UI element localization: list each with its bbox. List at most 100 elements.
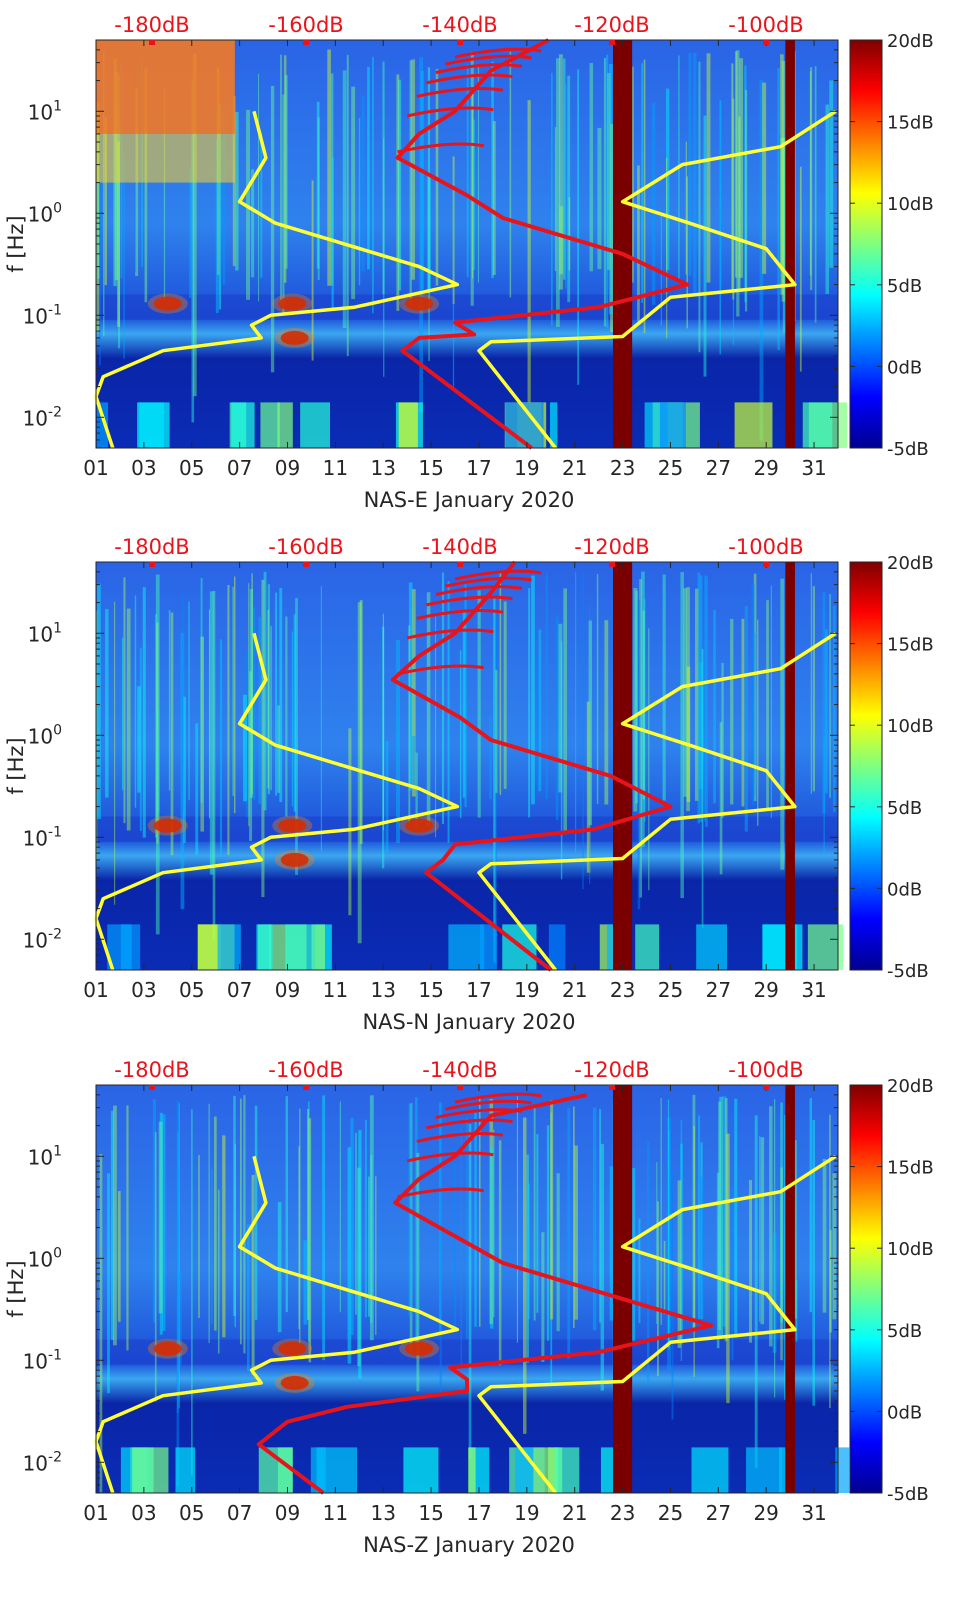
- heatmap-streak: [155, 574, 160, 935]
- heatmap-streak: [603, 58, 607, 327]
- x-tick-label: 07: [227, 456, 252, 480]
- heatmap-streak: [799, 166, 802, 372]
- panel-nas-n: 01 03 05 07 09 11 13 15 17 19 21 23 25 27 29 31 NAS-N Ja…: [4, 535, 934, 1034]
- heatmap-streak: [766, 600, 769, 811]
- heatmap-streak: [311, 180, 314, 361]
- heatmap-block: [137, 402, 170, 448]
- red-curve-hook: [435, 63, 523, 74]
- heatmap-streak: [494, 596, 497, 965]
- x-tick-label: 07: [227, 1501, 252, 1525]
- heatmap-streak: [468, 1123, 472, 1459]
- x-tick-label: 29: [753, 456, 778, 480]
- top-db-label: -180dB: [114, 1058, 189, 1082]
- spectrogram-heatmap-e: [96, 40, 847, 448]
- heatmap-hotspot-halo: [274, 1372, 315, 1393]
- x-tick-label: 17: [466, 978, 491, 1002]
- heatmap-streak: [695, 588, 699, 801]
- panel-nas-z: 01 03 05 07 09 11 13 15 17 19 21 23 25 27 29 31 NAS-Z Ja…: [4, 1058, 934, 1557]
- red-curve-hook: [416, 1131, 504, 1143]
- x-tick-label: 03: [131, 978, 156, 1002]
- heatmap-hotspot: [280, 852, 309, 867]
- heatmap-streak: [279, 588, 283, 803]
- heatmap-streak: [217, 1189, 220, 1354]
- heatmap-streak: [330, 73, 334, 286]
- yellow-curve-right: [477, 631, 837, 972]
- top-db-label: -100dB: [728, 535, 803, 559]
- heatmap-streak: [719, 722, 723, 875]
- heatmap-streak: [438, 1102, 442, 1334]
- heatmap-streak: [522, 1117, 527, 1434]
- heatmap-background: [96, 562, 838, 970]
- heatmap-streak: [648, 628, 650, 891]
- heatmap-streak: [428, 67, 430, 362]
- heatmap-block: [734, 402, 773, 448]
- heatmap-streak: [107, 1173, 110, 1394]
- x-axis-label: NAS-N January 2020: [362, 1010, 575, 1034]
- heatmap-hotspot: [153, 1341, 182, 1356]
- heatmap-streak: [307, 1109, 310, 1320]
- red-curve-hook: [454, 47, 542, 59]
- heatmap-streak: [663, 1240, 666, 1315]
- heatmap-streak: [536, 656, 540, 795]
- top-db-label: -160dB: [268, 13, 343, 37]
- heatmap-streak: [558, 54, 563, 290]
- x-tick-label: 23: [610, 456, 635, 480]
- red-curve-hook: [454, 569, 542, 581]
- y-tick-label: 101: [28, 620, 62, 646]
- x-tick-label: 01: [83, 1501, 108, 1525]
- x-tick-label: 11: [323, 1501, 348, 1525]
- heatmap-streak: [144, 68, 148, 303]
- heatmap-streak: [700, 1142, 703, 1320]
- heatmap-band: [96, 816, 838, 842]
- y-axis-label: f [Hz]: [4, 737, 28, 794]
- heatmap-streak: [769, 1106, 773, 1347]
- heatmap-streak: [263, 571, 267, 811]
- yellow-curve-left: [94, 110, 460, 449]
- top-db-tick: [303, 1085, 309, 1090]
- heatmap-streak: [154, 1132, 157, 1402]
- heatmap-streak: [678, 55, 680, 283]
- x-tick-label: 11: [323, 456, 348, 480]
- heatmap-streak: [134, 595, 137, 808]
- colorbar-tick-label: 15dB: [887, 113, 934, 134]
- heatmap-streak: [396, 74, 400, 311]
- heatmap-streak: [732, 63, 735, 345]
- heatmap-streak: [489, 1099, 494, 1325]
- top-db-label: -100dB: [728, 1058, 803, 1082]
- top-db-tick: [457, 562, 463, 567]
- heatmap-streak: [575, 572, 577, 853]
- heatmap-streak: [609, 1166, 613, 1321]
- x-tick-label: 17: [466, 1501, 491, 1525]
- heatmap-hotspot-halo: [399, 815, 440, 836]
- heatmap-streak: [829, 1230, 832, 1333]
- x-tick-label: 15: [418, 978, 443, 1002]
- x-tick-label: 01: [83, 978, 108, 1002]
- heatmap-block: [285, 924, 315, 970]
- heatmap-streak: [248, 583, 250, 827]
- colorbar-tick-label: 15dB: [887, 1158, 934, 1179]
- heatmap-streak: [365, 1119, 367, 1318]
- heatmap-block: [132, 1447, 169, 1493]
- heatmap-streak: [454, 1164, 456, 1327]
- heatmap-streak: [308, 1101, 310, 1343]
- heatmap-hotspot-halo: [147, 293, 188, 314]
- heatmap-streak: [538, 629, 542, 792]
- heatmap-streak: [123, 577, 126, 824]
- data-gap-column: [613, 562, 633, 970]
- heatmap-streak: [541, 1232, 545, 1362]
- heatmap-streak: [459, 650, 462, 819]
- heatmap-streak: [536, 1134, 539, 1313]
- heatmap-streak: [369, 1095, 374, 1341]
- heatmap-hotspot: [405, 1341, 434, 1356]
- top-db-label: -160dB: [268, 1058, 343, 1082]
- red-curve-hook: [406, 1151, 494, 1163]
- top-db-label: -120dB: [574, 535, 649, 559]
- x-tick-label: 17: [466, 456, 491, 480]
- heatmap-block: [107, 924, 141, 970]
- red-curve-hook: [416, 608, 504, 620]
- heatmap-streak: [832, 1173, 837, 1320]
- heatmap-streak: [606, 73, 611, 270]
- heatmap-streak: [291, 631, 294, 807]
- heatmap-streak: [565, 83, 567, 289]
- heatmap-hotspot: [153, 296, 182, 311]
